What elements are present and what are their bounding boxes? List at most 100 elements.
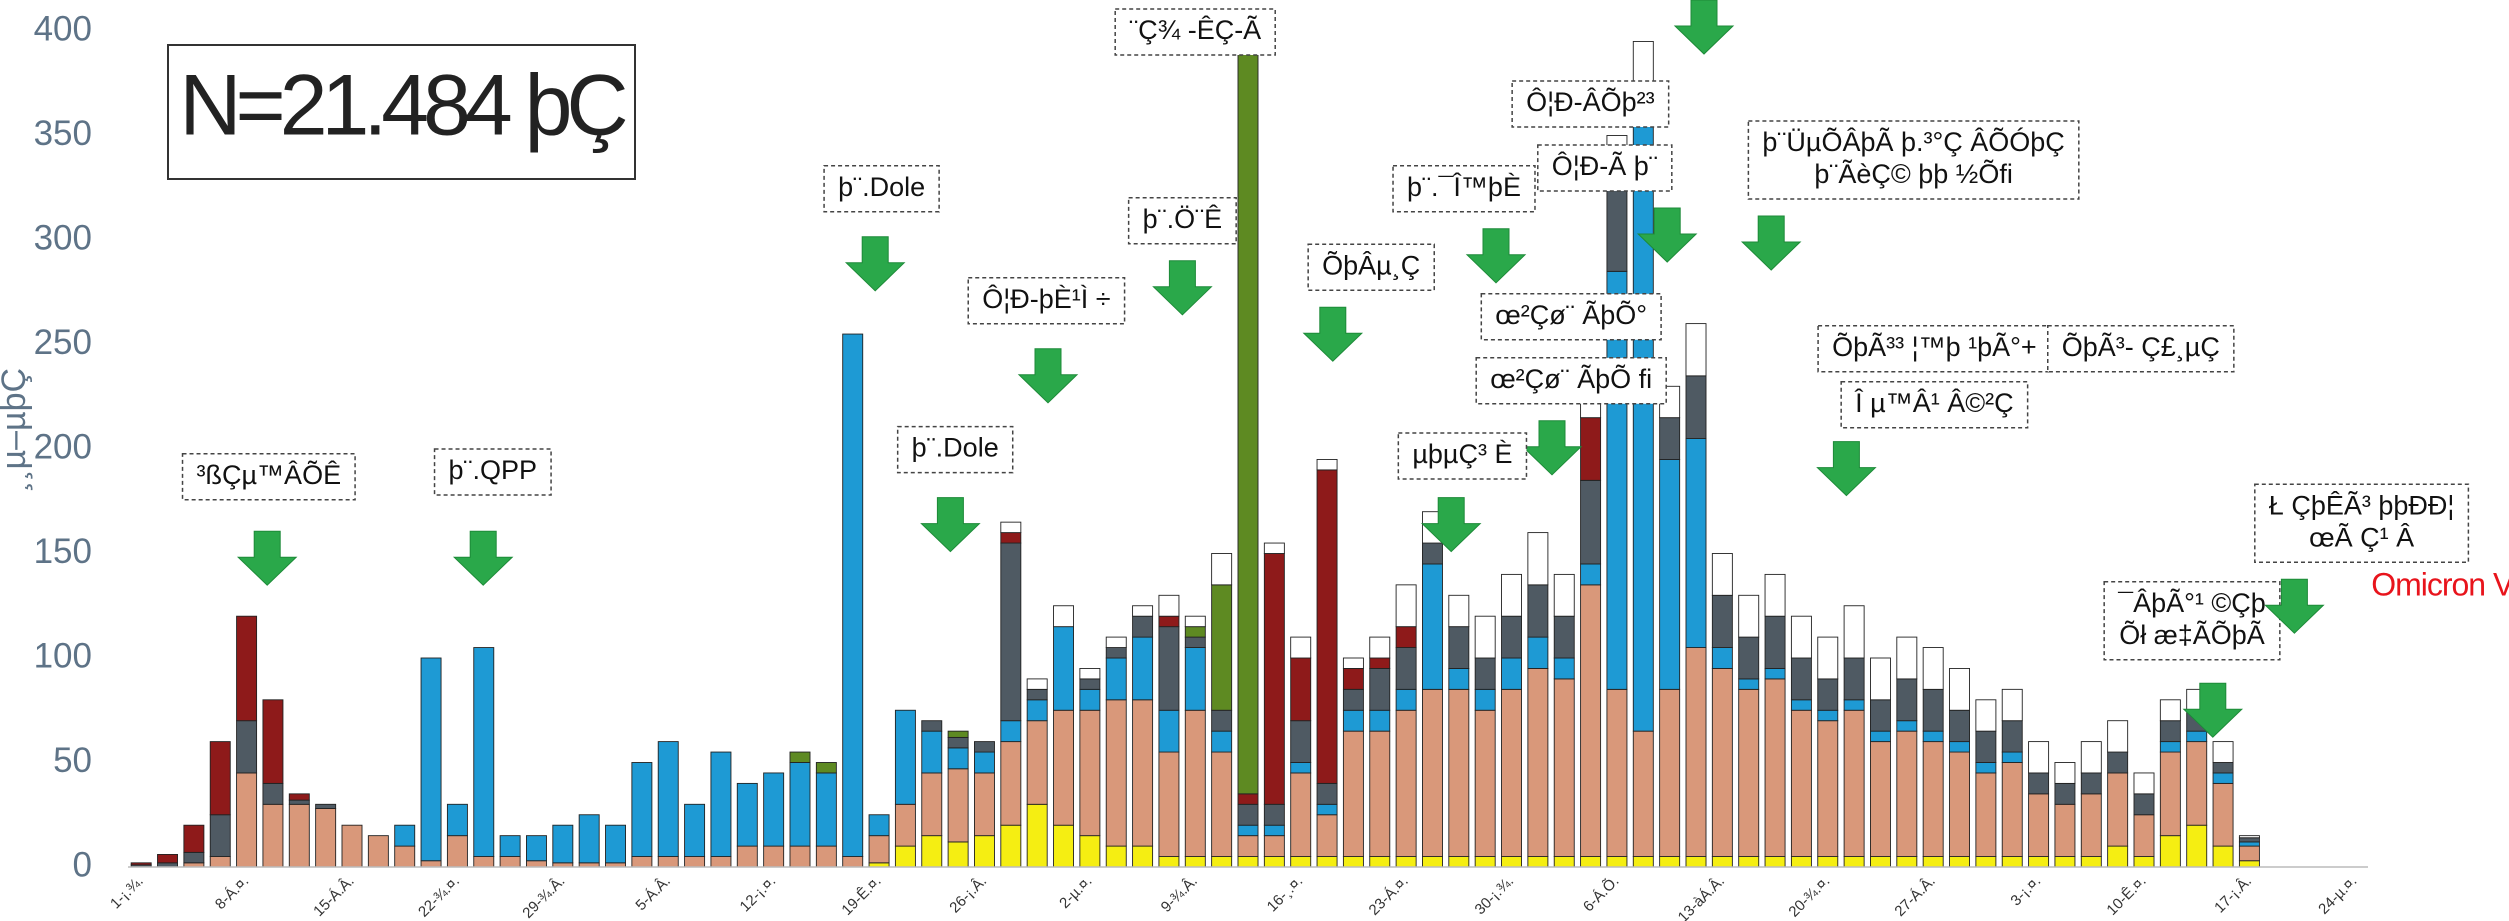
annotation: þ¨.Dole	[823, 165, 940, 213]
bar-segment	[1395, 856, 1417, 868]
bar-segment	[1132, 636, 1154, 701]
bar-segment	[1316, 856, 1338, 868]
bar-segment	[578, 814, 600, 864]
bar-segment	[1342, 856, 1364, 868]
annotation-text: þ¨ÜµÕÂþÃ þ.³°Ç ÂÕÓþÇ	[1762, 126, 2064, 157]
bar-segment	[1026, 688, 1048, 701]
bar-segment	[2080, 772, 2102, 795]
bar-segment	[2001, 762, 2023, 858]
bar-segment	[262, 803, 284, 868]
x-tick-label: 17-¡.Â.	[2211, 873, 2255, 917]
bar-segment	[2212, 782, 2234, 847]
bar-segment	[1790, 856, 1812, 868]
bar-segment	[1501, 856, 1522, 868]
annotation-text: ÕþÃ³- Ç£¸µÇ	[2062, 331, 2220, 363]
bar-segment	[1474, 856, 1496, 868]
bar-segment	[1158, 594, 1180, 617]
bar-segment	[1606, 187, 1628, 272]
bar-segment	[1659, 417, 1681, 460]
bar-segment	[1527, 668, 1549, 858]
bar-segment	[2107, 845, 2129, 868]
annotation-text: Ô¦Ð-Ã þ¨	[1552, 150, 1658, 181]
bar-segment	[1606, 688, 1628, 857]
bar-segment	[2159, 699, 2181, 722]
bar-segment	[1817, 720, 1839, 858]
bar-segment	[1580, 479, 1602, 565]
bar-segment	[1659, 688, 1681, 857]
bar-segment	[1395, 626, 1417, 649]
bar-segment	[1158, 751, 1180, 857]
bar-segment	[1158, 615, 1180, 628]
bar-segment	[1527, 856, 1549, 868]
bar-segment	[2001, 856, 2023, 868]
bar-segment	[842, 333, 864, 857]
x-tick-label: 8-Á.¤.	[212, 873, 252, 913]
bar-segment	[526, 835, 547, 862]
bar-segment	[947, 736, 969, 749]
bar-segment	[1922, 647, 1944, 690]
bar-segment	[2001, 688, 2023, 722]
bar-segment	[2238, 837, 2260, 843]
n-label: N=21.484 þÇ	[179, 58, 625, 154]
arrow	[1740, 215, 1802, 271]
bar-segment	[947, 841, 969, 868]
arrow	[1302, 306, 1364, 362]
bar-segment	[1263, 553, 1285, 805]
bar-segment	[315, 803, 337, 809]
arrow	[844, 236, 906, 292]
annotation: Ô¦Ð-ÂÕþ²³	[1511, 80, 1670, 128]
annotation: µþµÇ³ È	[1397, 432, 1528, 480]
bar-segment	[894, 803, 916, 847]
bar-segment	[2159, 741, 2181, 753]
bar-segment	[1738, 636, 1760, 680]
bar-segment	[1474, 709, 1496, 858]
bar-segment	[1053, 824, 1074, 868]
bar-segment	[1896, 730, 1918, 858]
bar-segment	[2186, 730, 2208, 743]
bar-segment	[1975, 699, 1997, 732]
annotation: þ¨.Dole	[896, 425, 1014, 474]
bar-segment	[236, 720, 258, 774]
bar-segment	[921, 835, 943, 868]
bar-segment	[1685, 323, 1707, 377]
annotation-text: ÕþÃ³³ ¦™þ ¹þÃ°+	[1832, 331, 2037, 362]
bar-segment	[631, 856, 653, 868]
bar-segment	[2028, 741, 2050, 774]
annotation-text: Ł ÇþÊÃ³ þþÐÐ¦	[2269, 489, 2455, 520]
bar-segment	[1105, 636, 1127, 648]
bar-segment	[394, 845, 416, 868]
bar-segment	[736, 845, 758, 868]
x-tick-label: 19-Ê.¤.	[838, 873, 884, 919]
annotation-box	[181, 453, 356, 501]
arrow	[452, 530, 514, 586]
bar-segment	[1422, 542, 1443, 565]
bar-segment	[1817, 678, 1839, 711]
bar-segment	[1949, 751, 1970, 857]
bar-segment	[1369, 636, 1391, 659]
bar-segment	[2054, 782, 2076, 805]
bar-segment	[1527, 584, 1549, 638]
bar-segment	[1711, 668, 1733, 858]
bar-segment	[1527, 636, 1549, 669]
annotation-box	[1840, 381, 2029, 429]
bar-segment	[1132, 615, 1154, 638]
bar-segment	[1870, 730, 1891, 743]
bar-segment	[394, 824, 416, 847]
bar-segment	[1184, 615, 1206, 628]
x-tick-label: 10-Ê.¤.	[2103, 873, 2149, 919]
arrow	[2264, 578, 2325, 634]
bar-segment	[2159, 751, 2181, 837]
bar-segment	[1501, 657, 1522, 690]
bar-segment	[1843, 657, 1865, 701]
bar-segment	[1263, 803, 1285, 826]
annotation-text: ¯ÂþÃ°¹ ©Çþ	[2117, 587, 2266, 618]
bar-segment	[1105, 647, 1127, 659]
bar-segment	[1922, 730, 1944, 743]
bar-segment	[1237, 856, 1259, 868]
annotation-text: þ¨.Dole	[912, 433, 999, 463]
bar-segment	[1896, 720, 1918, 732]
bar-segment	[1580, 417, 1602, 481]
bar-segment	[1922, 741, 1944, 857]
